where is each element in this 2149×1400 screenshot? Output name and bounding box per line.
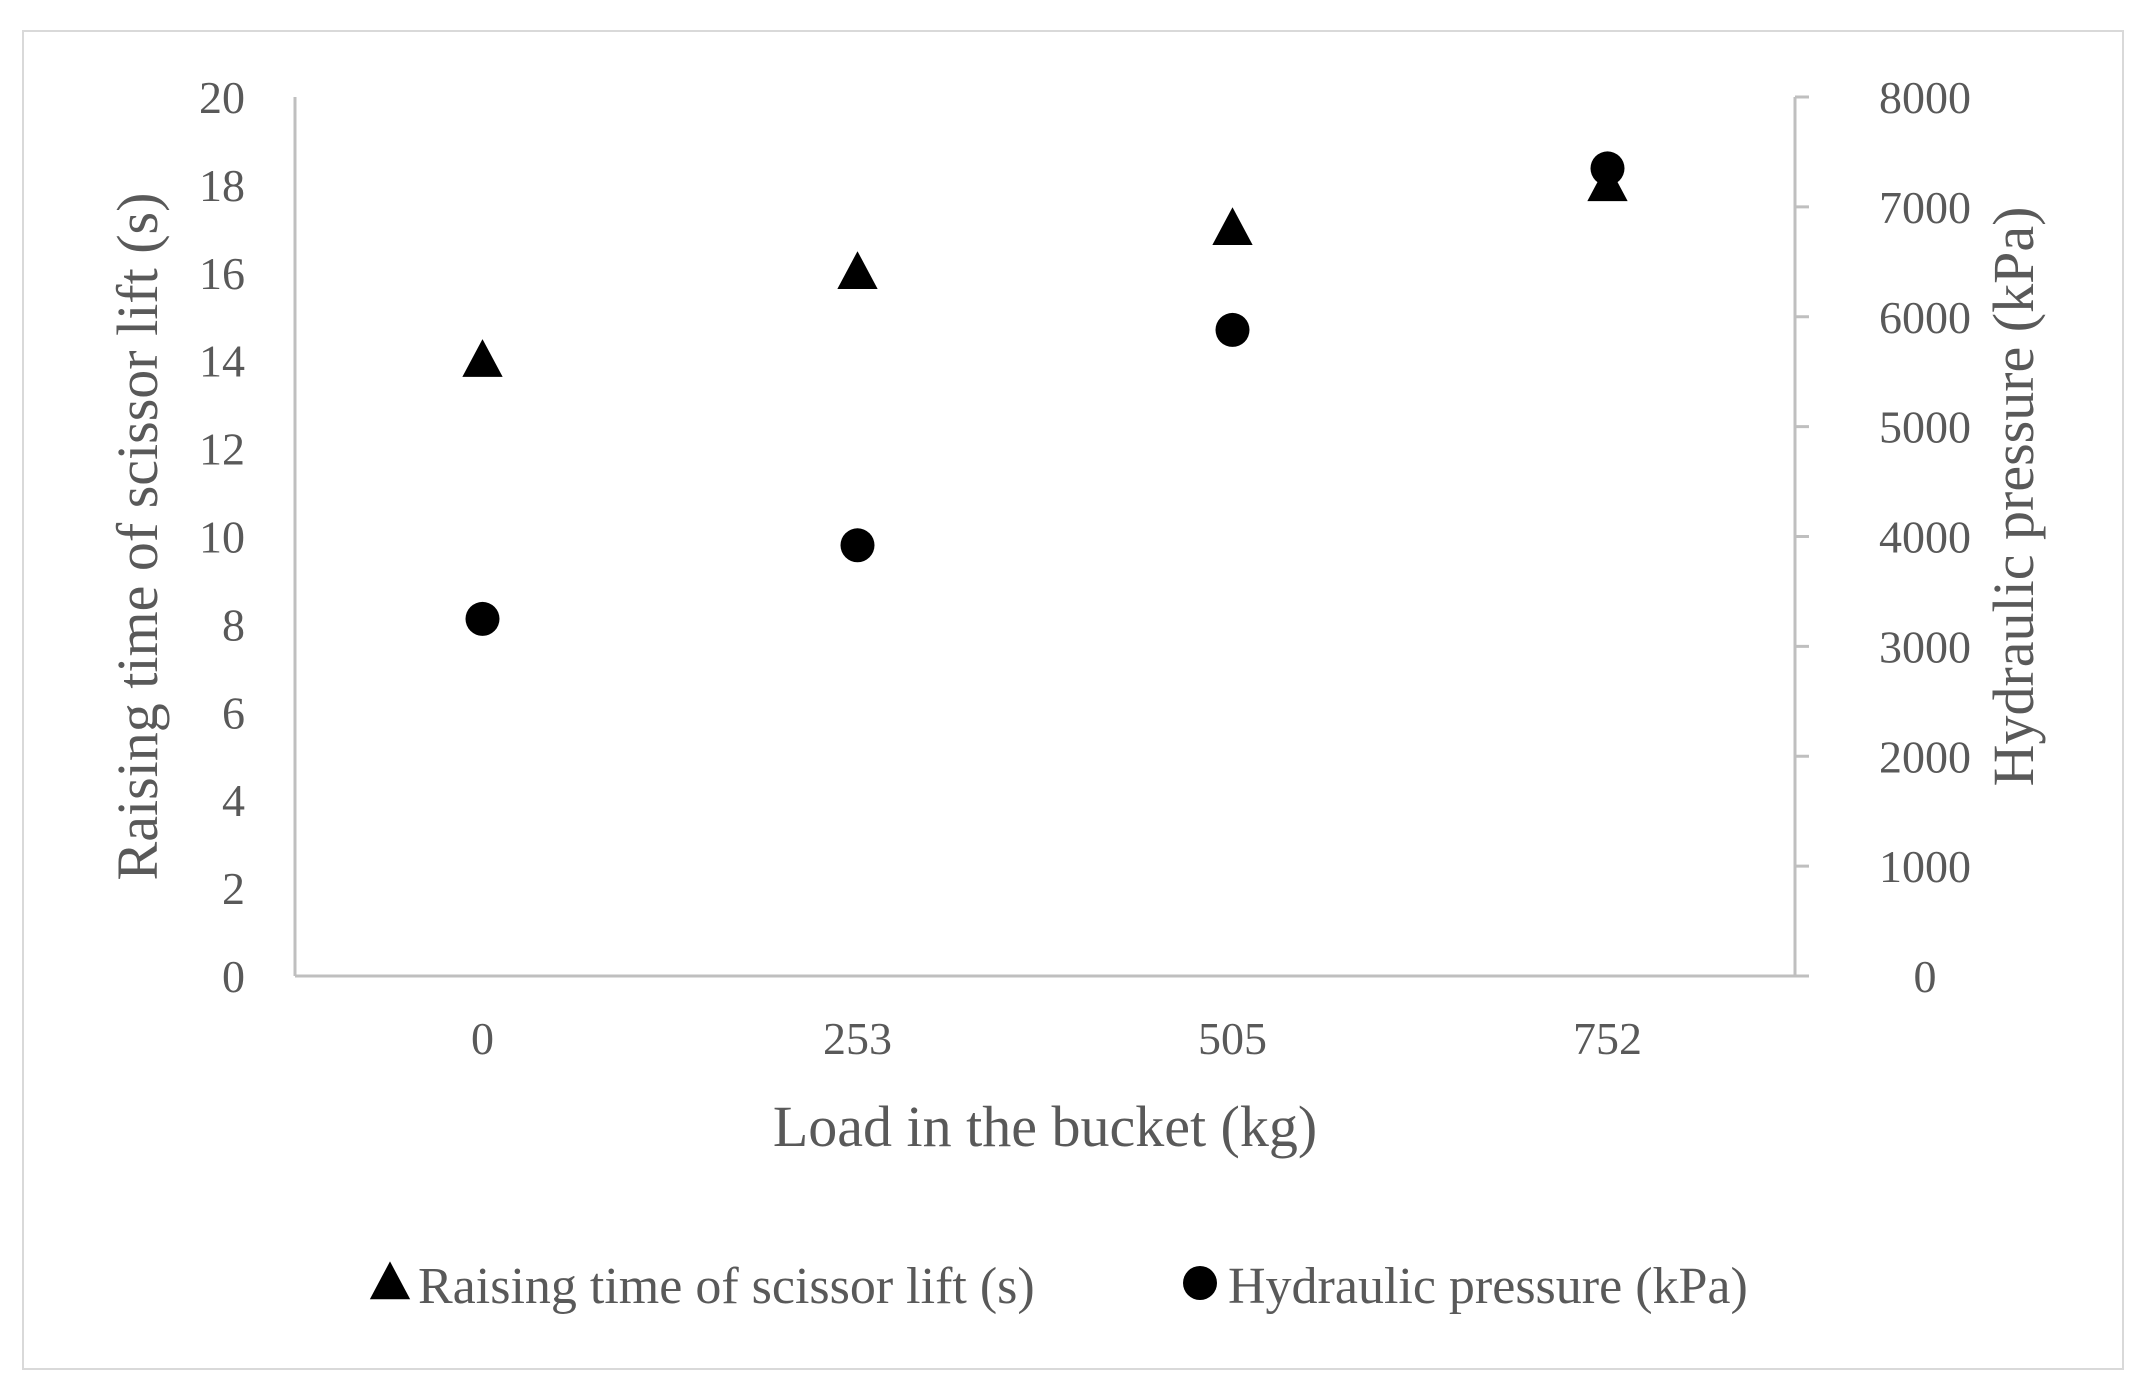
left-tick-label: 14 <box>199 336 245 387</box>
chart-frame <box>22 30 2124 1370</box>
series-triangle <box>462 163 1628 377</box>
right-tick-label: 8000 <box>1879 72 1971 123</box>
legend-marker-triangle <box>369 1261 411 1300</box>
legend-marker-circle <box>1183 1266 1217 1300</box>
plot-area <box>293 97 1797 978</box>
left-tick-label: 12 <box>199 424 245 475</box>
pressure-point <box>840 528 875 563</box>
left-tick-label: 10 <box>199 512 245 563</box>
pressure-point <box>1215 312 1250 347</box>
pressure-point <box>465 601 500 636</box>
legend: Raising time of scissor lift (s) Hydrauli… <box>369 1258 1748 1315</box>
pressure-point <box>1590 151 1625 186</box>
right-axis-ticks: 0 1000 2000 3000 4000 5000 6000 7000 8000 <box>1795 72 1971 1002</box>
right-tick-label: 1000 <box>1879 841 1971 892</box>
x-tick-label: 505 <box>1198 1013 1267 1064</box>
left-axis-ticks: 0 2 4 6 8 10 12 14 16 18 20 <box>199 72 245 1002</box>
right-tick-label: 4000 <box>1879 512 1971 563</box>
right-tick-label: 2000 <box>1879 731 1971 782</box>
raising-time-point <box>837 251 878 289</box>
right-axis-title: Hydraulic pressure (kPa) <box>1981 207 2046 787</box>
x-axis-ticks: 0 253 505 752 <box>471 1013 1642 1064</box>
left-tick-label: 8 <box>222 599 245 650</box>
left-tick-label: 4 <box>222 775 245 826</box>
right-tick-label: 0 <box>1914 951 1937 1002</box>
x-tick-label: 253 <box>823 1013 892 1064</box>
left-tick-label: 2 <box>222 863 245 914</box>
left-tick-label: 16 <box>199 248 245 299</box>
left-tick-label: 0 <box>222 951 245 1002</box>
left-tick-label: 18 <box>199 160 245 211</box>
right-tick-label: 7000 <box>1879 182 1971 233</box>
legend-label: Raising time of scissor lift (s) <box>418 1258 1035 1315</box>
x-axis-title: Load in the bucket (kg) <box>773 1094 1317 1159</box>
legend-label: Hydraulic pressure (kPa) <box>1228 1258 1748 1315</box>
series-layer <box>462 151 1628 636</box>
right-tick-label: 5000 <box>1879 402 1971 453</box>
left-tick-label: 6 <box>222 687 245 738</box>
right-tick-label: 3000 <box>1879 621 1971 672</box>
raising-time-point <box>1212 207 1253 246</box>
x-tick-label: 752 <box>1573 1013 1642 1064</box>
left-axis-title: Raising time of scissor lift (s) <box>105 193 170 881</box>
raising-time-point <box>462 339 503 377</box>
x-tick-label: 0 <box>471 1013 494 1064</box>
left-tick-label: 20 <box>199 72 245 123</box>
right-tick-label: 6000 <box>1879 292 1971 343</box>
series-circle <box>465 151 1625 636</box>
